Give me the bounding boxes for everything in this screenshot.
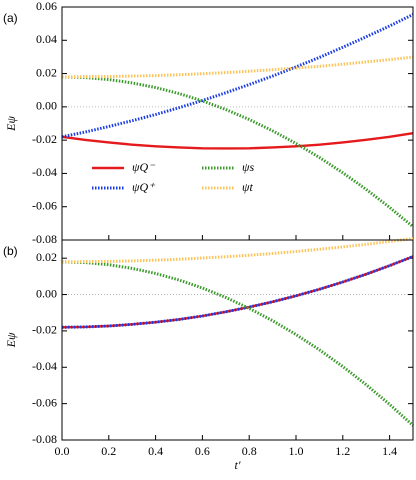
legend-label: ψs [242, 160, 254, 174]
y-tick-label: -0.04 [32, 165, 57, 179]
x-tick-label: 1.0 [289, 444, 304, 458]
series-line [61, 255, 414, 329]
y-tick-label: 0.06 [36, 0, 57, 13]
series-line [61, 75, 414, 228]
y-tick-label: -0.02 [32, 323, 57, 337]
series-line [61, 237, 414, 264]
legend-label: ψQ⁻ [132, 160, 156, 174]
plot-frame [61, 239, 414, 441]
x-tick-label: 0.0 [55, 444, 70, 458]
y-axis-label: Eψ [4, 116, 18, 132]
y-tick-label: -0.04 [32, 359, 57, 373]
x-tick-label: 0.6 [195, 444, 210, 458]
legend-label: ψQ⁺ [132, 180, 156, 194]
panel-label: (b) [3, 244, 18, 258]
y-tick-label: -0.02 [32, 132, 57, 146]
x-tick-label: 0.8 [242, 444, 257, 458]
series-line [61, 255, 414, 329]
x-tick-label: 1.2 [335, 444, 350, 458]
y-tick-label: 0.04 [36, 32, 57, 46]
y-tick-label: -0.08 [32, 432, 57, 446]
x-axis-label: t′ [235, 458, 241, 472]
y-tick-label: -0.08 [32, 232, 57, 246]
series-line [61, 55, 414, 79]
series-line [61, 13, 414, 139]
y-tick-label: -0.06 [32, 198, 57, 212]
x-tick-label: 0.4 [148, 444, 163, 458]
y-tick-label: 0.02 [36, 250, 57, 264]
panel-label: (a) [3, 11, 18, 25]
series-line [61, 260, 415, 427]
x-tick-label: 1.4 [382, 444, 397, 458]
y-axis-label: Eψ [4, 332, 18, 348]
x-tick-label: 0.2 [101, 444, 116, 458]
y-tick-label: -0.06 [32, 395, 57, 409]
y-tick-label: 0.02 [36, 65, 57, 79]
series-line [61, 131, 414, 150]
legend-label: ψt [242, 180, 253, 194]
y-tick-label: 0.00 [36, 286, 57, 300]
y-tick-label: 0.00 [36, 99, 57, 113]
